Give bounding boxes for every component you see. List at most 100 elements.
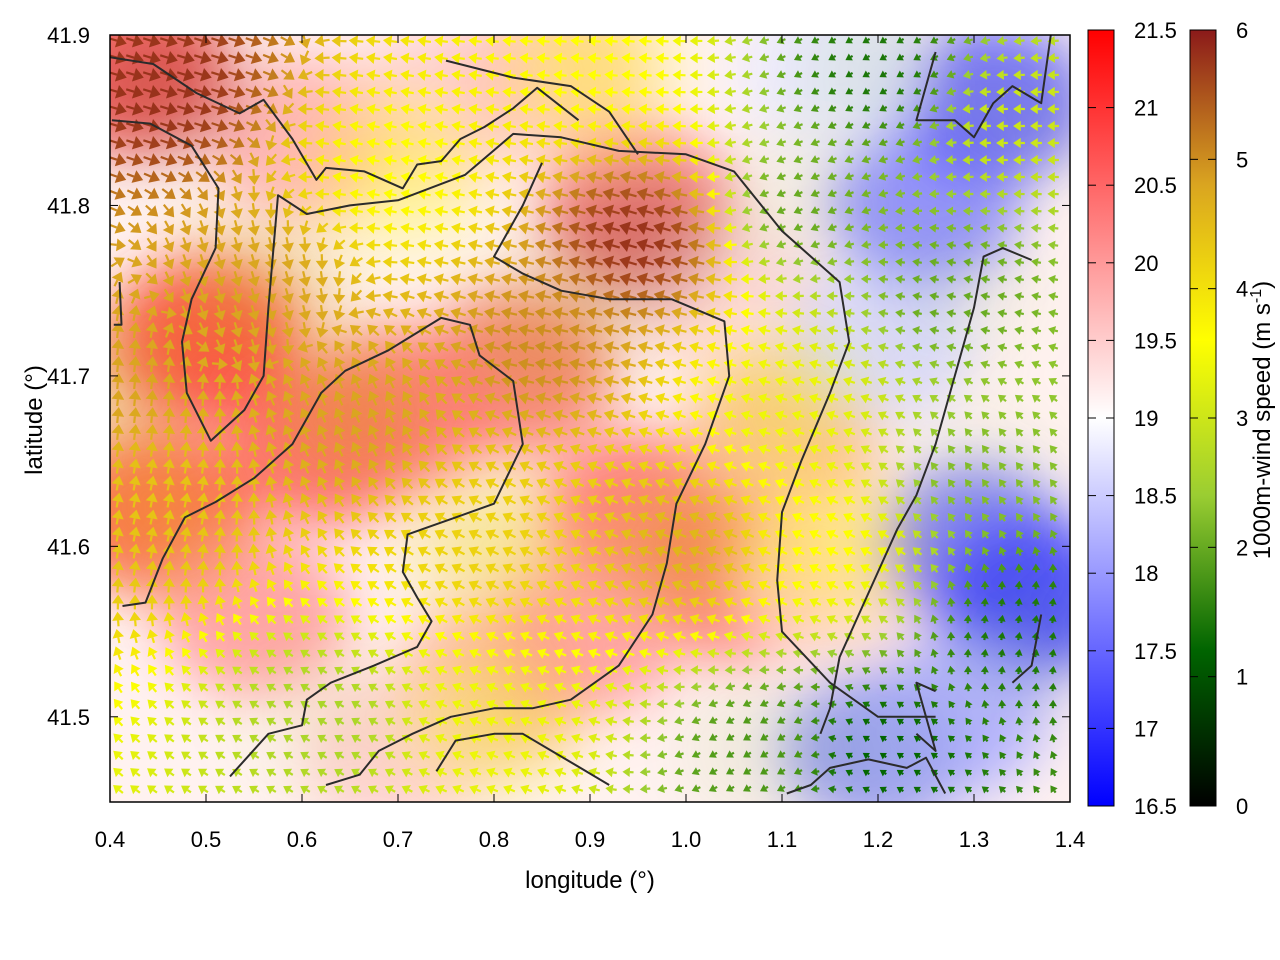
wind-arrow [620, 154, 636, 167]
wind-arrow [776, 87, 786, 96]
wind-arrow [963, 240, 974, 250]
wind-arrow [811, 70, 820, 78]
wind-arrow [585, 187, 603, 201]
wind-arrow [349, 103, 363, 115]
wind-arrow [534, 238, 552, 252]
wind-arrow [213, 271, 226, 287]
wind-arrow [110, 170, 127, 184]
wind-arrow [860, 308, 872, 318]
wind-arrow [382, 239, 398, 251]
wind-arrow [945, 137, 957, 148]
wind-arrow [382, 290, 398, 303]
wind-arrow [484, 323, 501, 337]
wind-arrow [604, 69, 618, 81]
wind-arrow [946, 309, 956, 318]
wind-arrow [740, 256, 754, 268]
wind-arrow [383, 86, 397, 98]
wind-arrow [417, 171, 431, 183]
wind-arrow [997, 257, 1008, 267]
wind-arrow [176, 101, 195, 116]
wind-arrow [125, 67, 144, 82]
wind-arrow [519, 35, 533, 47]
wind-arrow [179, 187, 192, 200]
wind-arrow [176, 35, 195, 48]
wind-arrow [811, 87, 820, 95]
wind-arrow [349, 171, 363, 183]
wind-arrow [602, 272, 620, 286]
wind-arrow [619, 306, 637, 320]
wind-arrow [741, 86, 753, 97]
wind-arrow [484, 273, 501, 286]
wind-arrow [602, 255, 620, 270]
wind-arrow [433, 273, 449, 286]
wind-arrow [723, 222, 737, 234]
wind-arrow [896, 53, 905, 61]
wind-arrow [145, 204, 159, 217]
wind-arrow [519, 103, 533, 115]
wind-arrow [962, 86, 974, 97]
wind-arrow [162, 322, 175, 338]
wind-arrow [1014, 309, 1025, 318]
wind-arrow [162, 220, 174, 236]
wind-arrow [348, 306, 364, 319]
wind-arrow [776, 206, 786, 215]
wind-arrow [400, 35, 415, 47]
wind-arrow [451, 86, 465, 98]
wind-arrow [262, 35, 279, 47]
wind-arrow [553, 120, 567, 132]
wind-arrow [638, 120, 652, 132]
wind-arrow [467, 290, 484, 303]
wind-arrow [450, 324, 466, 337]
wind-arrow [945, 104, 957, 114]
wind-arrow [434, 154, 448, 166]
wind-tint-blob [318, 101, 478, 242]
wind-arrow [759, 36, 770, 45]
wind-arrow [895, 308, 906, 318]
wind-arrow [895, 138, 905, 147]
wind-arrow [160, 306, 177, 320]
wind-arrow [620, 324, 637, 337]
wind-arrow [400, 103, 414, 115]
wind-arrow [417, 120, 431, 132]
wind-arrow [827, 121, 837, 130]
wind-arrow [467, 256, 483, 269]
wind-arrow [193, 50, 212, 65]
wind-arrow [587, 69, 601, 81]
wind-arrow [602, 170, 620, 184]
colorbar-tick-label: 20 [1134, 251, 1158, 276]
wind-arrow [862, 87, 871, 95]
wind-arrow [827, 223, 837, 232]
wind-arrow [316, 237, 329, 253]
wind-arrow [349, 120, 363, 132]
wind-arrow [793, 189, 803, 198]
wind-arrow [125, 84, 144, 99]
wind-arrow [281, 321, 294, 338]
wind-arrow [230, 220, 243, 236]
wind-arrow [434, 103, 448, 115]
wind-arrow [603, 323, 620, 337]
wind-arrow [980, 258, 990, 267]
wind-arrow [775, 273, 787, 284]
wind-tint-blob [721, 135, 882, 276]
wind-arrow [793, 53, 803, 61]
wind-arrow [585, 306, 603, 320]
wind-arrow [281, 237, 294, 253]
colorbar-tick-label: 21.5 [1134, 18, 1177, 43]
wind-arrow [519, 69, 533, 81]
wind-arrow [759, 189, 770, 198]
wind-arrow [145, 272, 158, 285]
wind-arrow [913, 36, 922, 44]
wind-arrow [315, 137, 330, 149]
wind-arrow [705, 290, 721, 303]
wind-arrow [468, 171, 482, 183]
wind-arrow [996, 206, 1008, 216]
wind-arrow [281, 271, 294, 287]
wind-arrow [827, 138, 837, 147]
wind-arrow [281, 305, 294, 321]
wind-arrow [653, 255, 671, 269]
wind-arrow [861, 240, 872, 250]
wind-arrow [827, 240, 838, 249]
wind-arrow [862, 70, 871, 78]
wind-arrow [568, 323, 586, 337]
wind-arrow [1013, 171, 1025, 182]
